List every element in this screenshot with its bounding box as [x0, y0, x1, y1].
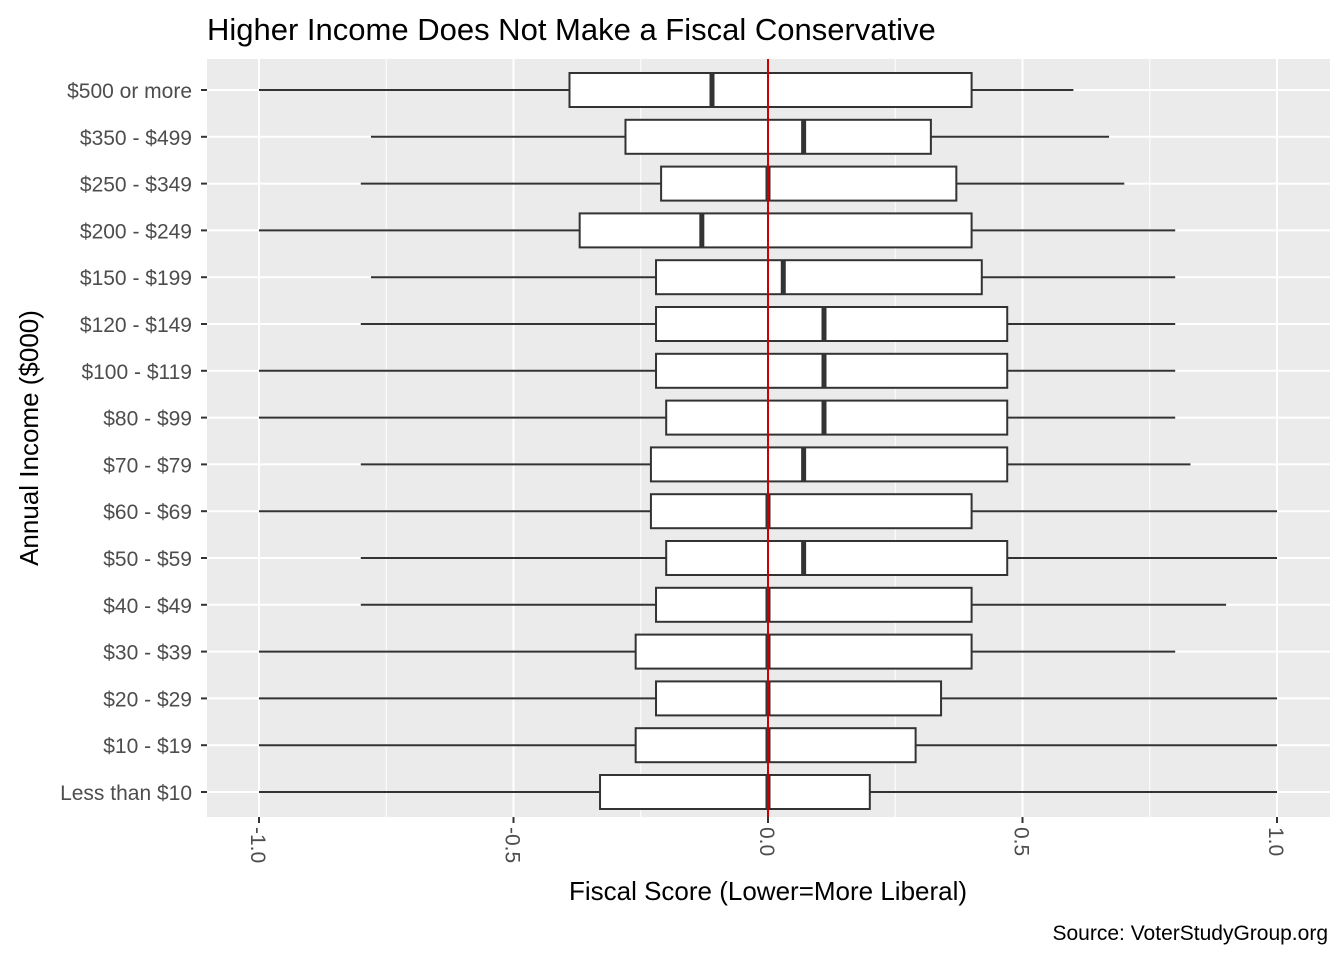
y-tick-label: $80 - $99	[103, 408, 192, 431]
box	[624, 118, 932, 155]
x-tick-label: -0.5	[501, 827, 524, 863]
box	[649, 446, 1009, 483]
x-tick-label: 0.5	[1010, 827, 1033, 856]
y-tick-label: $10 - $19	[103, 735, 192, 758]
box	[655, 352, 1009, 389]
box	[665, 399, 1009, 436]
whiskers	[259, 89, 1277, 793]
box	[665, 540, 1009, 576]
box	[599, 774, 871, 810]
box	[649, 493, 973, 530]
box	[578, 212, 973, 249]
x-tick-label: 1.0	[1264, 827, 1287, 856]
box	[568, 72, 973, 108]
box	[634, 633, 973, 670]
y-tick-label: $150 - $199	[80, 267, 192, 290]
x-tick-label: -1.0	[246, 827, 269, 863]
x-axis-ticks: -1.0 -0.5 0.0 0.5 1.0	[246, 817, 1287, 863]
box	[655, 680, 943, 717]
y-tick-label: $50 - $59	[103, 548, 192, 571]
box	[655, 306, 1009, 342]
y-tick-label: $70 - $79	[103, 454, 192, 477]
source-caption: Source: VoterStudyGroup.org	[1053, 922, 1329, 945]
y-tick-label: $350 - $499	[80, 127, 192, 150]
y-tick-label: $500 or more	[67, 80, 192, 103]
box	[655, 259, 983, 296]
y-tick-label: $20 - $29	[103, 688, 192, 711]
y-tick-label: $120 - $149	[80, 314, 192, 337]
boxes	[568, 72, 1009, 810]
x-tick-label: 0.0	[755, 827, 778, 856]
box	[655, 586, 973, 623]
y-tick-label: $250 - $349	[80, 174, 192, 197]
x-axis-title: Fiscal Score (Lower=More Liberal)	[569, 876, 967, 906]
y-tick-label: $200 - $249	[80, 220, 192, 243]
box	[660, 165, 958, 202]
y-axis-title: Annual Income ($000)	[14, 310, 44, 566]
y-tick-label: $100 - $119	[81, 361, 192, 384]
y-tick-label: $60 - $69	[103, 501, 192, 524]
y-tick-label: Less than $10	[60, 782, 192, 805]
y-tick-label: $30 - $39	[103, 642, 192, 665]
y-tick-label: $40 - $49	[103, 595, 192, 618]
box	[634, 727, 917, 764]
y-axis-ticks: $500 or more $350 - $499 $250 - $349 $200 -…	[60, 80, 207, 805]
chart-title: Higher Income Does Not Make a Fiscal Con…	[207, 12, 936, 47]
